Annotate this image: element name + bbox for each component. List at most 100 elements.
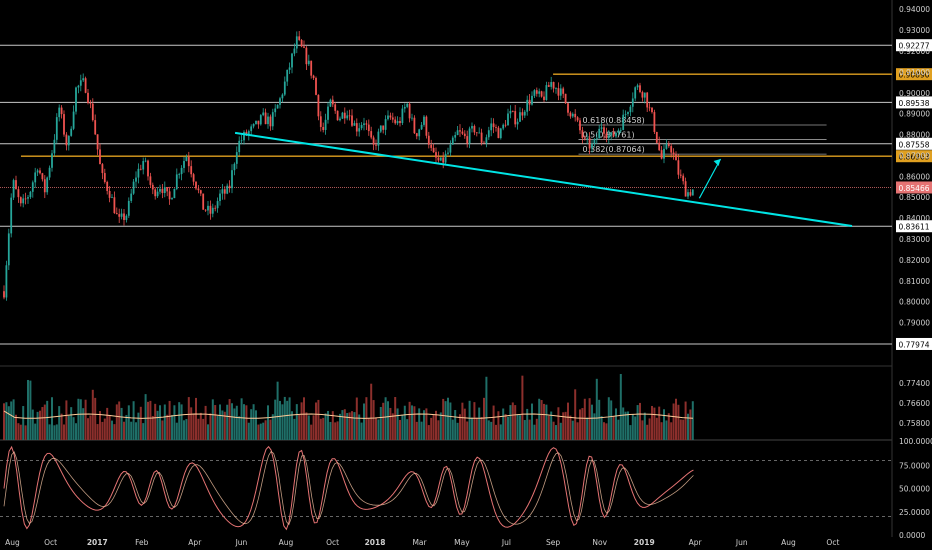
volume-bar — [24, 425, 27, 440]
candle-body — [367, 124, 370, 132]
volume-bar — [367, 418, 370, 440]
candle-body — [372, 137, 375, 145]
volume-bar — [183, 420, 185, 440]
candle-body — [420, 124, 423, 130]
time-axis[interactable]: Aug Oct 2017 Feb Apr Jun Aug Oct 2018 Mar May Jul Se… — [5, 538, 839, 547]
volume-bar — [511, 402, 514, 440]
trendline-layer — [234, 131, 853, 228]
volume-bar — [411, 405, 413, 440]
volume-bar — [432, 414, 435, 440]
volume-bar — [343, 409, 346, 440]
candle-body — [161, 188, 164, 193]
candle-body — [187, 156, 190, 167]
candle-body — [605, 133, 608, 139]
candle-body — [384, 119, 387, 130]
volume-bar — [667, 413, 670, 440]
price-axis[interactable]: 0.92277 0.90890 0.89538 0.87558 0.86963 0.854… — [896, 5, 932, 540]
candle-body — [125, 215, 128, 220]
candle-body — [399, 121, 401, 124]
volume-bar — [483, 397, 485, 440]
candle-body — [502, 124, 505, 129]
candle-body — [111, 197, 113, 199]
volume-bar — [545, 404, 548, 440]
volume-bar — [163, 404, 166, 440]
volume-bar — [245, 405, 248, 440]
candle-body — [211, 207, 214, 214]
candle-body — [591, 143, 593, 149]
candle-body — [413, 117, 416, 134]
candle-body — [533, 90, 536, 96]
candle-body — [567, 103, 569, 113]
candle-body — [478, 132, 481, 134]
candle-body — [130, 193, 133, 201]
candle-body — [663, 148, 665, 159]
candle-body — [639, 85, 641, 93]
volume-bar — [607, 397, 610, 440]
candle-body — [231, 170, 233, 189]
candle-body — [449, 144, 452, 153]
candle-body — [339, 118, 341, 121]
candle-body — [255, 120, 257, 124]
volume-bar — [391, 413, 394, 440]
volume-bar — [579, 409, 581, 440]
volume-bar — [547, 415, 550, 440]
candle-body — [641, 92, 644, 98]
volume-bar — [509, 405, 512, 440]
candle-body — [214, 207, 217, 209]
volume-bar — [106, 407, 109, 440]
volume-bar — [94, 397, 97, 440]
price-tick-label: 0.89000 — [899, 110, 930, 119]
candle-body — [459, 130, 461, 132]
volume-bar — [533, 424, 536, 440]
volume-bar — [377, 419, 380, 440]
volume-bar — [435, 410, 437, 440]
volume-bar — [123, 421, 125, 440]
candle-body — [137, 168, 140, 178]
candle-body — [535, 90, 538, 94]
candle-body — [346, 115, 349, 119]
candle-body — [600, 127, 603, 129]
oscillator-pane — [0, 445, 892, 531]
candle-body — [540, 91, 543, 97]
candle-body — [646, 92, 649, 108]
volume-bar — [372, 400, 375, 440]
candle-body — [283, 81, 286, 95]
candle-body — [576, 117, 579, 121]
candle-body — [603, 127, 605, 134]
candle-body — [295, 36, 298, 49]
price-tick-label: 0.83000 — [899, 235, 930, 244]
volume-bar — [303, 397, 305, 440]
candle-body — [84, 78, 87, 93]
volume-bar — [43, 404, 46, 440]
candle-body — [370, 131, 373, 138]
candle-body — [264, 112, 267, 125]
volume-bar — [132, 401, 135, 440]
candle-body — [79, 80, 82, 86]
price-tick-label: 0.85000 — [899, 193, 930, 202]
volume-bar — [168, 400, 171, 440]
candle-body — [454, 135, 457, 138]
volume-bar — [355, 397, 358, 440]
candle-body — [144, 160, 147, 162]
volume-bar — [214, 405, 217, 440]
candle-body — [65, 134, 68, 146]
volume-bar — [72, 417, 75, 440]
volume-bar — [691, 401, 694, 440]
candle-body — [403, 106, 406, 109]
oscillator-line — [3, 445, 694, 531]
volume-bar — [36, 411, 39, 440]
candle-body — [555, 88, 557, 89]
candle-body — [151, 184, 154, 190]
candle-body — [48, 167, 51, 178]
volume-bar — [598, 399, 601, 440]
volume-bar — [274, 399, 277, 440]
volume-bar — [286, 400, 289, 440]
candle-body — [387, 115, 389, 120]
volume-bar — [175, 422, 178, 440]
candle-body — [444, 153, 447, 163]
candle-body — [622, 114, 625, 130]
candle-body — [581, 130, 584, 138]
volume-bar — [113, 424, 116, 440]
volume-bar — [120, 407, 123, 440]
level-label-box — [896, 150, 932, 163]
